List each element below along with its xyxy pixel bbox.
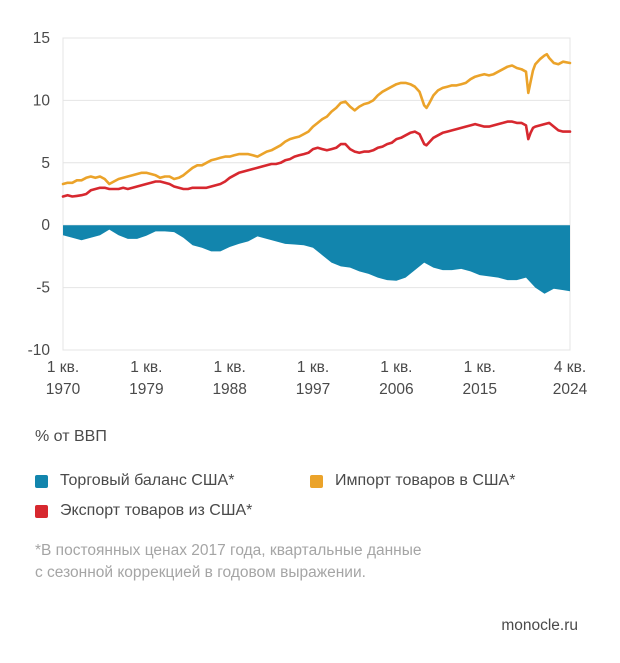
footnote-line-2: с сезонной коррекцией в годовом выражени… (35, 564, 366, 581)
legend-item-exports: Экспорт товаров из США* (35, 502, 310, 520)
source-link[interactable]: monocle.ru (501, 617, 578, 634)
y-tick-label: 0 (41, 217, 50, 234)
footnote-line-1: *В постоянных ценах 2017 года, квартальн… (35, 542, 422, 559)
series-area-trade-balance (63, 225, 570, 294)
x-tick-label: 4 кв. 2024 (553, 359, 588, 398)
plot-border (62, 37, 571, 351)
x-tick-label: 1 кв. 1979 (129, 359, 163, 398)
chart-footnote: *В постоянных ценах 2017 года, квартальн… (35, 540, 422, 584)
legend-label-imports: Импорт товаров в США* (335, 472, 516, 489)
series-line-exports (61, 120, 572, 198)
y-tick-label: 15 (33, 30, 50, 47)
legend-item-imports: Импорт товаров в США* (310, 472, 595, 490)
exports-swatch-icon (35, 504, 48, 518)
x-tick-label: 1 кв. 1988 (212, 359, 246, 398)
x-tick-label: 1 кв. 1997 (296, 359, 330, 398)
imports-swatch-icon (310, 474, 323, 488)
y-tick-label: 10 (33, 92, 51, 109)
y-tick-label: -10 (28, 342, 51, 359)
legend-label-trade-balance: Торговый баланс США* (60, 472, 235, 489)
legend-label-exports: Экспорт товаров из США* (60, 502, 253, 519)
x-tick-label: 1 кв. 2006 (379, 359, 413, 398)
y-tick-label: -5 (36, 280, 50, 297)
y-tick-label: 5 (41, 155, 50, 172)
series-line-imports (61, 52, 572, 186)
x-tick-label: 1 кв. 2015 (462, 359, 496, 398)
legend-item-trade-balance: Торговый баланс США* (35, 472, 310, 490)
chart-legend: Торговый баланс США* Импорт товаров в СШ… (35, 472, 595, 520)
trade-balance-swatch-icon (35, 474, 48, 488)
x-tick-label: 1 кв. 1970 (46, 359, 81, 398)
unit-label: % от ВВП (35, 428, 107, 445)
trade-chart: 15 10 5 0 -5 -101 кв. 1970 1 кв. 1979 1 кв. 1988 1 … (28, 30, 588, 398)
